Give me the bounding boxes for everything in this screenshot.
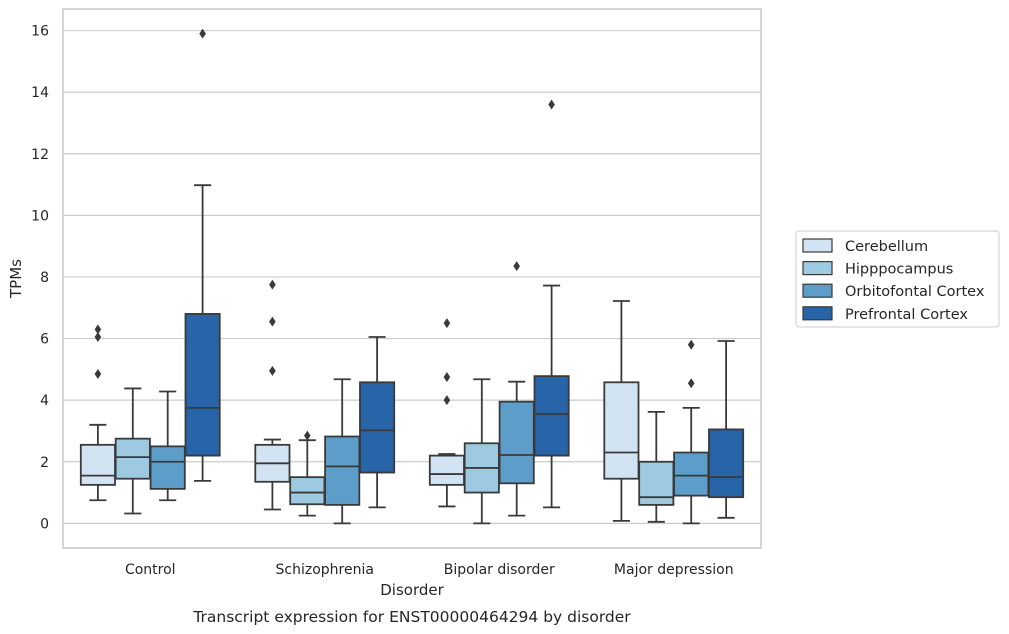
box-body — [79, 443, 116, 486]
legend-swatch — [802, 238, 833, 253]
box-body — [708, 428, 745, 499]
outlier-point — [443, 372, 451, 383]
box-prefrontal-cortex — [533, 99, 570, 509]
chart-caption: Transcript expression for ENST0000046429… — [192, 608, 631, 626]
legend-swatch — [802, 283, 833, 298]
outlier-point — [269, 316, 276, 327]
outlier-point — [443, 318, 451, 329]
box-prefrontal-cortex — [184, 28, 221, 482]
legend-label: Prefrontal Cortex — [845, 307, 968, 323]
x-tick-labels: Control Schizophrenia Bipolar disorder Majo… — [125, 562, 734, 578]
outlier-point — [304, 430, 311, 441]
x-axis-label: Disorder — [380, 581, 444, 599]
legend-swatch — [802, 306, 833, 321]
box-orbitofontal-cortex — [673, 339, 710, 525]
legend-frame — [795, 230, 1000, 328]
outlier-point — [199, 28, 206, 39]
x-tick-label: Major depression — [614, 562, 734, 578]
legend-label: Cerebellum — [845, 239, 928, 255]
y-axis-label: TPMs — [7, 259, 25, 299]
y-tick-label: 12 — [31, 147, 49, 163]
y-tick-label: 10 — [31, 208, 49, 224]
box-cerebellum — [254, 279, 291, 511]
box-cerebellum — [428, 318, 465, 508]
outlier-point — [94, 324, 102, 335]
box-body — [428, 454, 465, 486]
boxes-layer — [79, 28, 745, 525]
y-tick-labels: 0 2 4 6 8 10 12 14 16 — [31, 24, 49, 533]
y-tick-label: 16 — [31, 24, 49, 40]
x-tick-label: Bipolar disorder — [444, 562, 555, 578]
outlier-point — [269, 279, 276, 290]
box-body — [289, 476, 326, 506]
box-hipppocampus — [638, 410, 675, 523]
y-tick-label: 0 — [40, 516, 49, 532]
outlier-point — [94, 368, 102, 379]
outlier-point — [687, 339, 695, 350]
box-body — [149, 445, 186, 490]
box-cerebellum — [603, 300, 640, 522]
legend-swatch — [802, 261, 833, 276]
box-orbitofontal-cortex — [498, 261, 535, 517]
x-tick-label: Schizophrenia — [276, 562, 374, 578]
legend-label: Hipppocampus — [845, 262, 953, 278]
outlier-point — [443, 395, 451, 406]
box-prefrontal-cortex — [708, 340, 745, 519]
outlier-point — [513, 261, 520, 272]
box-body — [324, 435, 361, 506]
box-body — [673, 451, 710, 497]
y-tick-label: 6 — [40, 332, 49, 348]
x-tick-label: Control — [125, 562, 176, 578]
box-body — [638, 460, 675, 506]
box-orbitofontal-cortex — [324, 378, 361, 525]
y-tick-label: 2 — [40, 455, 49, 471]
legend-label: Orbitofontal Cortex — [845, 284, 985, 300]
box-body — [498, 400, 535, 485]
y-tick-label: 4 — [40, 393, 49, 409]
box-body — [533, 375, 570, 457]
plot-frame — [62, 8, 762, 549]
box-body — [114, 437, 151, 480]
outlier-point — [94, 332, 102, 343]
box-body — [359, 381, 396, 474]
box-orbitofontal-cortex — [149, 390, 186, 502]
outlier-point — [687, 378, 695, 389]
box-hipppocampus — [114, 387, 151, 515]
box-prefrontal-cortex — [359, 336, 396, 509]
outlier-point — [269, 365, 276, 376]
outlier-point — [548, 99, 555, 110]
box-cerebellum — [79, 324, 116, 502]
y-tick-label: 8 — [40, 270, 49, 286]
box-body — [184, 313, 221, 457]
box-hipppocampus — [463, 378, 500, 525]
legend: Cerebellum Hipppocampus Orbitofontal Corte… — [795, 230, 1000, 328]
y-tick-label: 14 — [31, 85, 49, 101]
box-hipppocampus — [289, 430, 326, 517]
box-body — [603, 381, 640, 480]
